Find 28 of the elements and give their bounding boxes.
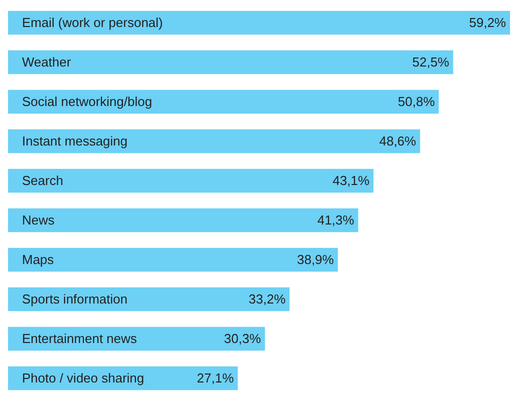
bar	[8, 168, 374, 193]
data-label: 50,8%	[398, 94, 436, 109]
y-tick-label: Search	[22, 172, 64, 188]
data-label: 48,6%	[379, 133, 417, 148]
bar	[8, 50, 454, 74]
bar	[8, 90, 439, 114]
data-label: 41,3%	[317, 212, 355, 228]
data-label: 27,1%	[196, 370, 234, 386]
data-label: 38,9%	[296, 252, 334, 267]
data-label: 30,3%	[224, 330, 262, 346]
data-label: 59,2%	[469, 14, 506, 30]
y-tick-label: Entertainment news	[22, 330, 138, 346]
bar	[8, 248, 338, 272]
y-tick-label: Social networking/blog	[22, 94, 152, 109]
y-tick-label: Maps	[22, 252, 54, 267]
y-tick-label: Sports information	[22, 291, 128, 306]
data-label: 43,1%	[332, 172, 370, 188]
y-tick-label: News	[22, 212, 56, 228]
y-tick-label: Weather	[22, 54, 72, 70]
bar	[8, 287, 290, 312]
bar	[8, 10, 510, 35]
y-tick-label: Instant messaging	[22, 133, 128, 148]
data-label: 52,5%	[412, 54, 450, 70]
data-label: 33,2%	[248, 291, 286, 306]
y-tick-label: Email (work or personal)	[22, 14, 163, 30]
bar	[8, 129, 420, 154]
y-tick-label: Photo / video sharing	[22, 370, 144, 386]
bar	[8, 208, 358, 232]
